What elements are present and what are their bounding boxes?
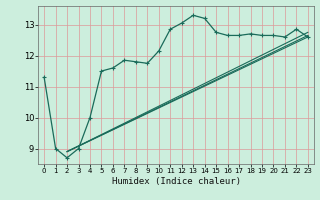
X-axis label: Humidex (Indice chaleur): Humidex (Indice chaleur) <box>111 177 241 186</box>
